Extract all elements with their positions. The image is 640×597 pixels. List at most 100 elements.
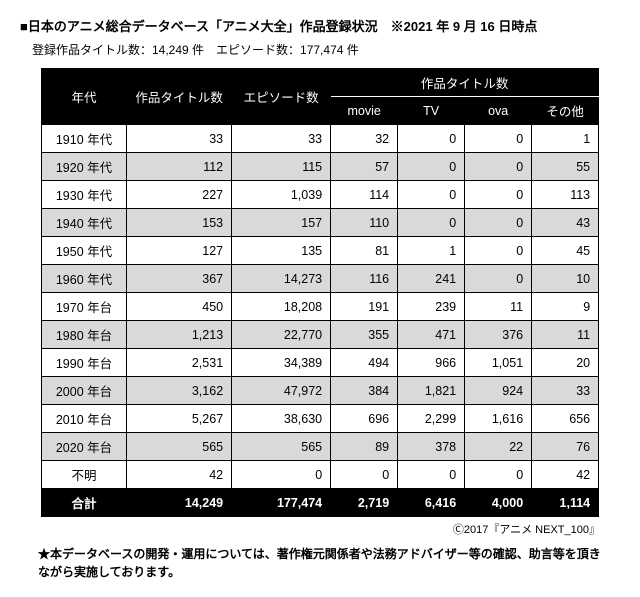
- table-row: 1970 年台45018,208191239119: [41, 293, 598, 321]
- cell-era: 1920 年代: [41, 153, 126, 181]
- cell-tv: 1: [398, 237, 465, 265]
- cell-episodes: 115: [232, 153, 331, 181]
- cell-episodes: 22,770: [232, 321, 331, 349]
- cell-ova: 0: [465, 181, 532, 209]
- table-row: 2000 年台3,16247,9723841,82192433: [41, 377, 598, 405]
- cell-other: 43: [532, 209, 599, 237]
- cell-ova: 11: [465, 293, 532, 321]
- table-row: 1930 年代2271,03911400113: [41, 181, 598, 209]
- cell-titles: 14,249: [127, 489, 232, 517]
- cell-movie: 384: [331, 377, 398, 405]
- cell-titles: 153: [127, 209, 232, 237]
- cell-titles: 227: [127, 181, 232, 209]
- cell-tv: 0: [398, 181, 465, 209]
- col-titles: 作品タイトル数: [127, 69, 232, 125]
- cell-era: 1910 年代: [41, 125, 126, 153]
- table-row: 1950 年代127135811045: [41, 237, 598, 265]
- table-row: 1980 年台1,21322,77035547137611: [41, 321, 598, 349]
- cell-ova: 0: [465, 209, 532, 237]
- table-row-total: 合計14,249177,4742,7196,4164,0001,114: [41, 489, 598, 517]
- cell-ova: 0: [465, 153, 532, 181]
- table-row: 1910 年代333332001: [41, 125, 598, 153]
- summary-line: 登録作品タイトル数：14,249 件 エピソード数：177,474 件: [32, 41, 620, 58]
- cell-other: 10: [532, 265, 599, 293]
- cell-episodes: 14,273: [232, 265, 331, 293]
- cell-episodes: 177,474: [232, 489, 331, 517]
- table-row: 1920 年代112115570055: [41, 153, 598, 181]
- page-title: ■日本のアニメ総合データベース「アニメ大全」作品登録状況 ※2021 年 9 月…: [20, 16, 620, 35]
- cell-ova: 1,616: [465, 405, 532, 433]
- cell-other: 42: [532, 461, 599, 489]
- cell-titles: 565: [127, 433, 232, 461]
- cell-tv: 241: [398, 265, 465, 293]
- cell-episodes: 33: [232, 125, 331, 153]
- cell-movie: 696: [331, 405, 398, 433]
- cell-movie: 355: [331, 321, 398, 349]
- cell-tv: 0: [398, 461, 465, 489]
- cell-tv: 6,416: [398, 489, 465, 517]
- table-row: 1990 年台2,53134,3894949661,05120: [41, 349, 598, 377]
- cell-tv: 0: [398, 153, 465, 181]
- cell-other: 1: [532, 125, 599, 153]
- cell-tv: 966: [398, 349, 465, 377]
- cell-other: 45: [532, 237, 599, 265]
- cell-episodes: 34,389: [232, 349, 331, 377]
- cell-movie: 114: [331, 181, 398, 209]
- col-other: その他: [532, 97, 599, 125]
- cell-tv: 0: [398, 209, 465, 237]
- col-era: 年代: [41, 69, 126, 125]
- col-tv: TV: [398, 97, 465, 125]
- cell-episodes: 135: [232, 237, 331, 265]
- cell-era: 2020 年台: [41, 433, 126, 461]
- cell-other: 20: [532, 349, 599, 377]
- cell-other: 33: [532, 377, 599, 405]
- cell-episodes: 38,630: [232, 405, 331, 433]
- col-ova: ova: [465, 97, 532, 125]
- cell-tv: 0: [398, 125, 465, 153]
- cell-ova: 0: [465, 265, 532, 293]
- cell-episodes: 1,039: [232, 181, 331, 209]
- cell-ova: 0: [465, 461, 532, 489]
- cell-movie: 89: [331, 433, 398, 461]
- data-table: 年代 作品タイトル数 エピソード数 作品タイトル数 movie TV ova そ…: [41, 68, 599, 517]
- cell-ova: 0: [465, 237, 532, 265]
- cell-era: 1930 年代: [41, 181, 126, 209]
- cell-movie: 494: [331, 349, 398, 377]
- cell-episodes: 18,208: [232, 293, 331, 321]
- cell-tv: 378: [398, 433, 465, 461]
- cell-ova: 1,051: [465, 349, 532, 377]
- cell-era: 1970 年台: [41, 293, 126, 321]
- cell-movie: 32: [331, 125, 398, 153]
- cell-titles: 42: [127, 461, 232, 489]
- cell-movie: 2,719: [331, 489, 398, 517]
- cell-movie: 81: [331, 237, 398, 265]
- cell-episodes: 0: [232, 461, 331, 489]
- cell-episodes: 47,972: [232, 377, 331, 405]
- cell-other: 11: [532, 321, 599, 349]
- cell-other: 9: [532, 293, 599, 321]
- cell-era: 2000 年台: [41, 377, 126, 405]
- cell-ova: 376: [465, 321, 532, 349]
- cell-era: 1940 年代: [41, 209, 126, 237]
- cell-other: 113: [532, 181, 599, 209]
- cell-other: 76: [532, 433, 599, 461]
- cell-movie: 0: [331, 461, 398, 489]
- table-row: 不明42000042: [41, 461, 598, 489]
- cell-movie: 57: [331, 153, 398, 181]
- cell-other: 55: [532, 153, 599, 181]
- cell-tv: 2,299: [398, 405, 465, 433]
- cell-era: 1950 年代: [41, 237, 126, 265]
- cell-titles: 450: [127, 293, 232, 321]
- cell-titles: 5,267: [127, 405, 232, 433]
- cell-ova: 0: [465, 125, 532, 153]
- cell-titles: 367: [127, 265, 232, 293]
- cell-movie: 191: [331, 293, 398, 321]
- cell-movie: 110: [331, 209, 398, 237]
- col-group: 作品タイトル数: [331, 69, 599, 97]
- col-movie: movie: [331, 97, 398, 125]
- cell-era: 1960 年代: [41, 265, 126, 293]
- table-row: 2020 年台565565893782276: [41, 433, 598, 461]
- cell-titles: 1,213: [127, 321, 232, 349]
- cell-ova: 4,000: [465, 489, 532, 517]
- cell-titles: 2,531: [127, 349, 232, 377]
